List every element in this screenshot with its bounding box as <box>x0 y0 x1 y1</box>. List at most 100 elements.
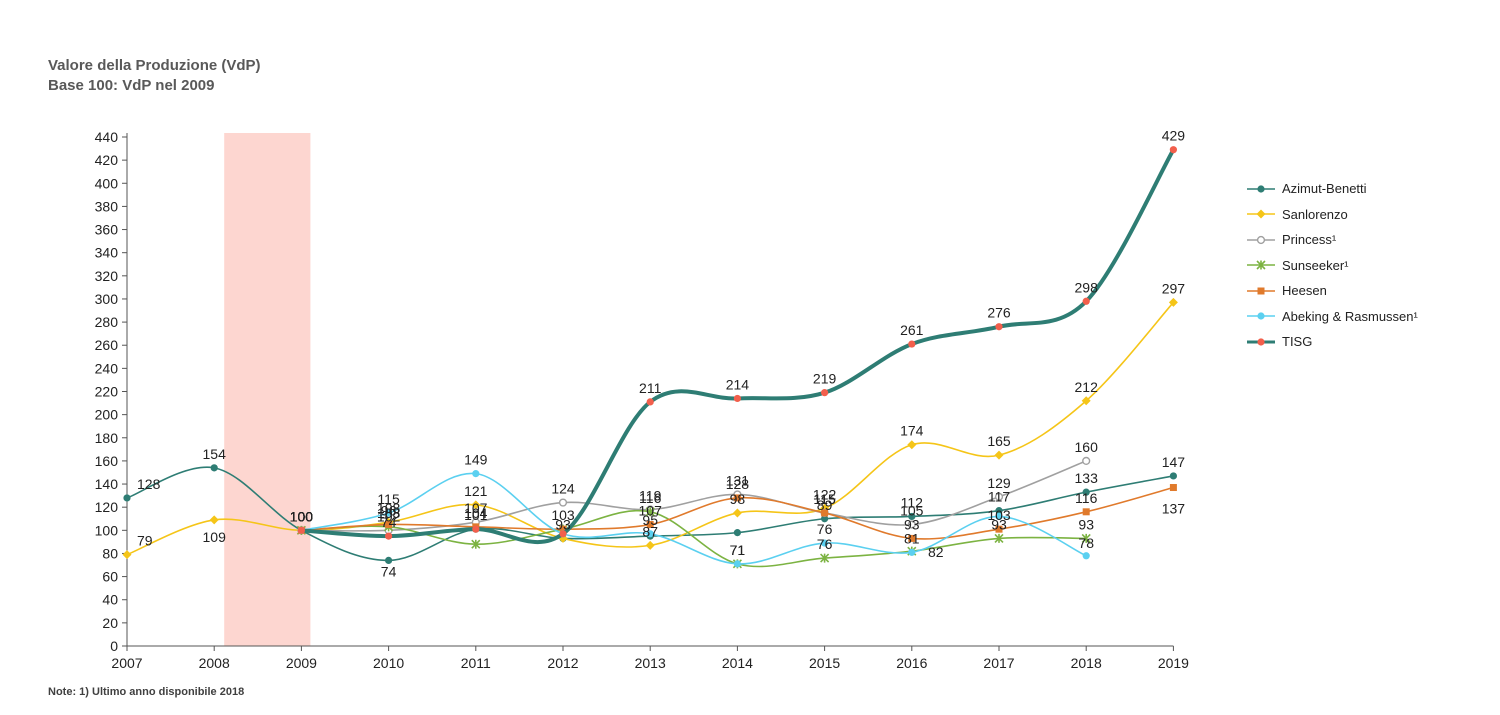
data-label-heesen: 93 <box>904 516 920 532</box>
data-label-sunseeker: 103 <box>377 505 401 521</box>
y-tick-label: 440 <box>95 129 119 145</box>
legend-label: TISG <box>1282 334 1313 350</box>
y-tick-label: 320 <box>95 268 119 284</box>
data-point-abeking-rasmussen <box>733 560 742 568</box>
data-point-sanlorenzo <box>1168 297 1178 307</box>
data-label-sunseeker: 82 <box>928 544 944 560</box>
legend-swatch-tisg <box>1247 338 1275 346</box>
y-tick-label: 200 <box>95 407 119 423</box>
data-label-abeking-rasmussen: 71 <box>730 542 746 558</box>
data-label-tisg: 298 <box>1075 279 1099 295</box>
data-label-azimut-benetti: 93 <box>555 516 571 532</box>
data-label-azimut-benetti: 154 <box>203 446 227 462</box>
data-label-princess: 115 <box>813 491 836 507</box>
data-label-princess: 119 <box>639 487 662 503</box>
data-point-tisg <box>1169 146 1177 154</box>
data-point-tisg <box>472 525 480 533</box>
data-label-azimut-benetti: 89 <box>817 497 833 513</box>
data-point-azimut-benetti <box>995 507 1003 515</box>
series-line-sunseeker <box>301 509 1087 568</box>
x-tick-label: 2008 <box>199 655 230 671</box>
legend-swatch-sanlorenzo <box>1247 209 1275 219</box>
data-point-heesen <box>995 525 1003 533</box>
data-point-sanlorenzo <box>1081 396 1091 406</box>
y-tick-label: 280 <box>95 314 119 330</box>
data-label-heesen: 96 <box>381 503 397 519</box>
data-label-sanlorenzo: 174 <box>900 423 924 439</box>
x-tick-label: 2015 <box>809 655 840 671</box>
data-point-heesen <box>646 521 654 529</box>
data-label-azimut-benetti: 133 <box>1075 470 1099 486</box>
data-point-azimut-benetti <box>733 529 742 537</box>
data-label-heesen: 116 <box>1075 490 1098 506</box>
data-point-abeking-rasmussen <box>646 530 654 538</box>
x-tick-label: 2010 <box>373 655 404 671</box>
y-tick-label: 160 <box>95 453 119 469</box>
data-label-princess: 105 <box>900 503 924 519</box>
y-tick-label: 100 <box>95 522 119 538</box>
data-point-sunseeker <box>1081 533 1091 543</box>
data-point-tisg <box>385 532 393 540</box>
legend-marker <box>1257 287 1265 295</box>
y-tick-label: 20 <box>102 615 118 631</box>
data-point-tisg <box>646 398 654 406</box>
data-label-abeking-rasmussen: 115 <box>377 491 400 507</box>
data-label-azimut-benetti: 128 <box>137 476 161 492</box>
data-label-abeking-rasmussen: 76 <box>817 521 833 537</box>
legend-label: Sanlorenzo <box>1282 206 1348 222</box>
y-tick-label: 60 <box>102 569 118 585</box>
data-point-sanlorenzo <box>122 550 132 560</box>
data-label-sanlorenzo: 108 <box>377 500 401 516</box>
data-point-heesen <box>908 534 916 542</box>
legend-label: Heesen <box>1282 283 1327 299</box>
data-label-sunseeker: 93 <box>1078 516 1094 532</box>
data-point-princess <box>558 498 568 507</box>
data-label-princess: 124 <box>551 481 575 497</box>
y-tick-label: 340 <box>95 245 119 261</box>
x-tick-label: 2014 <box>722 655 753 671</box>
x-tick-label: 2011 <box>461 655 491 671</box>
data-point-azimut-benetti <box>385 556 393 564</box>
data-point-princess <box>1082 456 1091 466</box>
data-point-tisg <box>297 526 305 534</box>
data-label-princess: 100 <box>290 508 314 524</box>
data-label-princess: 102 <box>377 508 401 524</box>
legend-item-azimut-benetti: Azimut-Benetti <box>1246 176 1418 202</box>
data-label-tisg: 429 <box>1162 128 1186 144</box>
chart-subtitle: Base 100: VdP nel 2009 <box>48 77 215 94</box>
data-point-tisg <box>821 389 829 397</box>
data-label-tisg: 211 <box>639 380 662 396</box>
legend-item-sunseeker: Sunseeker¹ <box>1246 253 1418 279</box>
data-label-sunseeker: 76 <box>817 536 833 552</box>
data-label-princess: 131 <box>726 472 750 488</box>
y-tick-label: 420 <box>95 152 119 168</box>
data-label-tisg: 74 <box>381 514 397 530</box>
data-label-tisg: 100 <box>290 508 314 524</box>
x-tick-label: 2019 <box>1158 655 1189 671</box>
data-label-abeking-rasmussen: 100 <box>290 508 314 524</box>
y-tick-label: 80 <box>102 545 118 561</box>
data-point-abeking-rasmussen <box>1082 552 1090 560</box>
legend-swatch-sunseeker <box>1247 260 1275 270</box>
data-label-azimut-benetti: 74 <box>381 563 397 579</box>
data-label-azimut-benetti: 100 <box>290 508 314 524</box>
legend-item-sanlorenzo: Sanlorenzo <box>1246 202 1418 228</box>
data-label-heesen: 100 <box>290 508 314 524</box>
data-label-sanlorenzo: 121 <box>464 483 488 499</box>
data-point-sanlorenzo <box>907 440 917 450</box>
data-point-azimut-benetti <box>821 515 829 523</box>
y-tick-label: 120 <box>95 499 119 515</box>
legend-label: Sunseeker¹ <box>1282 257 1349 273</box>
data-point-heesen <box>385 521 393 529</box>
legend-item-princess: Princess¹ <box>1246 227 1418 253</box>
data-label-princess: 160 <box>1075 439 1099 455</box>
legend-marker <box>1257 312 1265 320</box>
x-tick-label: 2013 <box>635 655 666 671</box>
y-tick-label: 0 <box>110 638 118 654</box>
legend-marker <box>1256 209 1266 219</box>
x-tick-label: 2012 <box>547 655 578 671</box>
chart-title-block: Valore della Produzione (VdP) Base 100: … <box>48 56 261 96</box>
legend-swatch-princess <box>1247 235 1275 244</box>
